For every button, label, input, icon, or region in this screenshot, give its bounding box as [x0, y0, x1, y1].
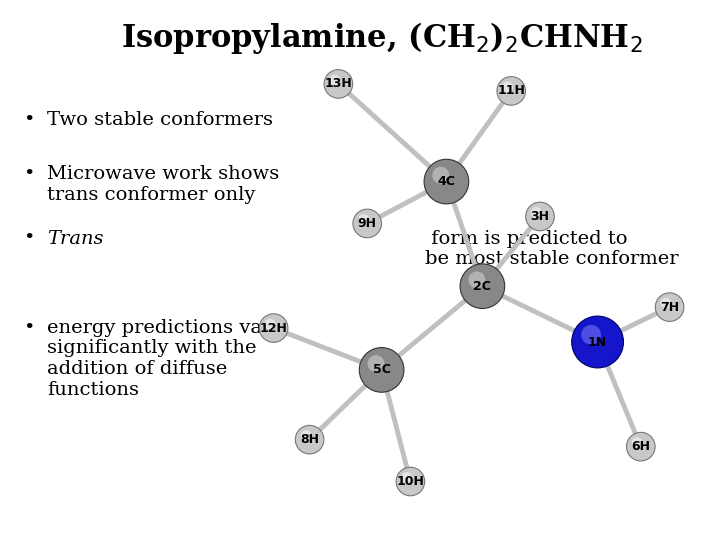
Text: 12H: 12H [260, 321, 287, 335]
Text: •: • [23, 111, 35, 129]
Circle shape [330, 75, 341, 85]
Text: •: • [23, 165, 35, 183]
Text: Microwave work shows
trans conformer only: Microwave work shows trans conformer onl… [47, 165, 279, 204]
Circle shape [468, 272, 485, 288]
Circle shape [661, 298, 672, 308]
Circle shape [432, 167, 449, 184]
Circle shape [359, 214, 369, 225]
Text: 8H: 8H [300, 433, 319, 446]
Circle shape [581, 325, 601, 345]
Text: 7H: 7H [660, 301, 679, 314]
Text: form is predicted to
be most stable conformer: form is predicted to be most stable conf… [425, 230, 678, 268]
Circle shape [424, 159, 469, 204]
Circle shape [632, 437, 643, 448]
Circle shape [324, 70, 353, 98]
Circle shape [265, 319, 276, 329]
Text: •: • [23, 319, 35, 336]
Text: 6H: 6H [631, 440, 650, 453]
Circle shape [572, 316, 624, 368]
Text: energy predictions vary
significantly with the
addition of diffuse
functions: energy predictions vary significantly wi… [47, 319, 282, 399]
Text: Trans: Trans [47, 230, 103, 247]
Text: 1N: 1N [588, 335, 607, 348]
Circle shape [396, 467, 425, 496]
Circle shape [497, 77, 526, 105]
Circle shape [295, 426, 324, 454]
Text: •: • [23, 230, 35, 247]
Circle shape [259, 314, 288, 342]
Circle shape [402, 472, 413, 483]
Text: Two stable conformers: Two stable conformers [47, 111, 273, 129]
Text: 9H: 9H [358, 217, 377, 230]
Text: 11H: 11H [498, 84, 525, 97]
Circle shape [460, 264, 505, 308]
Circle shape [301, 430, 312, 441]
Text: 10H: 10H [397, 475, 424, 488]
Circle shape [503, 82, 513, 92]
Text: 13H: 13H [325, 77, 352, 90]
Circle shape [367, 355, 384, 372]
Text: Isopropylamine, (CH$_2$)$_2$CHNH$_2$: Isopropylamine, (CH$_2$)$_2$CHNH$_2$ [121, 20, 642, 56]
Circle shape [353, 209, 382, 238]
Text: 2C: 2C [474, 280, 491, 293]
Circle shape [655, 293, 684, 321]
Circle shape [359, 348, 404, 392]
Text: 5C: 5C [373, 363, 390, 376]
Text: 4C: 4C [438, 175, 455, 188]
Circle shape [626, 433, 655, 461]
Circle shape [526, 202, 554, 231]
Circle shape [531, 207, 542, 218]
Text: 3H: 3H [531, 210, 549, 223]
